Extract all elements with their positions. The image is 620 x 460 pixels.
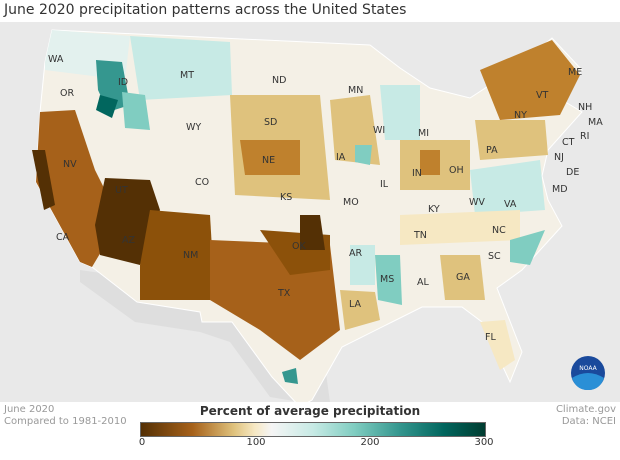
state-label: RI — [580, 131, 589, 142]
state-label: OK — [292, 241, 306, 252]
state-label: MA — [588, 117, 603, 128]
state-label: WY — [186, 122, 201, 133]
state-label: NV — [63, 159, 77, 170]
state-label: UT — [115, 185, 128, 196]
state-label: AZ — [122, 235, 135, 246]
precipitation-regions — [32, 30, 580, 384]
state-label: ND — [272, 75, 286, 86]
state-label: GA — [456, 272, 470, 283]
credit-label: Climate.gov — [555, 404, 616, 415]
state-label: TX — [277, 288, 291, 299]
state-label: CT — [562, 137, 575, 148]
state-label: IA — [336, 152, 346, 163]
map-title: June 2020 precipitation patterns across … — [4, 2, 407, 18]
date-label: June 2020 — [4, 404, 55, 415]
state-label: OR — [60, 88, 74, 99]
state-label: SC — [488, 251, 501, 262]
state-label: OH — [449, 165, 464, 176]
state-label: FL — [485, 332, 496, 343]
state-label: ID — [118, 77, 128, 88]
state-label: NH — [578, 102, 592, 113]
legend-color-bar — [140, 422, 486, 437]
state-label: NE — [262, 155, 275, 166]
state-label: AR — [349, 248, 362, 259]
state-label: MN — [348, 85, 363, 96]
state-label: TN — [413, 230, 427, 241]
state-label: CO — [195, 177, 209, 188]
state-label: KS — [280, 192, 292, 203]
legend-title: Percent of average precipitation — [199, 404, 421, 418]
state-label: NC — [492, 225, 506, 236]
svg-text:NOAA: NOAA — [579, 365, 597, 372]
state-label: LA — [349, 299, 362, 310]
source-label: Data: NCEI — [561, 416, 616, 427]
state-label: MS — [380, 274, 394, 285]
baseline-label: Compared to 1981-2010 — [4, 416, 127, 427]
precipitation-map: WA OR ID MT WY ND SD NE KS MN IA MO WI M… — [0, 22, 620, 402]
state-label: AL — [417, 277, 429, 288]
state-labels: WA OR ID MT WY ND SD NE KS MN IA MO WI M… — [48, 54, 603, 343]
state-label: NJ — [554, 152, 564, 163]
footer-right: Climate.gov Data: NCEI — [556, 404, 616, 428]
state-label: MD — [552, 184, 568, 195]
state-label: MI — [418, 128, 429, 139]
state-label: ME — [568, 67, 582, 78]
state-label: WI — [373, 125, 385, 136]
legend-tick: 200 — [360, 437, 380, 448]
state-label: IL — [380, 179, 389, 190]
state-label: VT — [536, 90, 548, 101]
state-label: PA — [486, 145, 498, 156]
legend-tick: 300 — [474, 437, 494, 448]
state-label: MO — [343, 197, 359, 208]
state-label: CA — [56, 232, 70, 243]
state-label: NM — [183, 250, 198, 261]
footer-left: June 2020 Compared to 1981-2010 — [4, 404, 127, 428]
state-label: SD — [264, 117, 277, 128]
state-label: WV — [469, 197, 485, 208]
state-label: VA — [504, 199, 517, 210]
noaa-logo: NOAA — [571, 356, 605, 390]
state-label: MT — [180, 70, 194, 81]
state-label: IN — [412, 168, 422, 179]
state-label: WA — [48, 54, 64, 65]
state-label: DE — [566, 167, 579, 178]
state-label: NY — [514, 110, 527, 121]
state-label: KY — [428, 204, 440, 215]
legend-tick: 0 — [138, 437, 146, 448]
legend-tick: 100 — [246, 437, 266, 448]
